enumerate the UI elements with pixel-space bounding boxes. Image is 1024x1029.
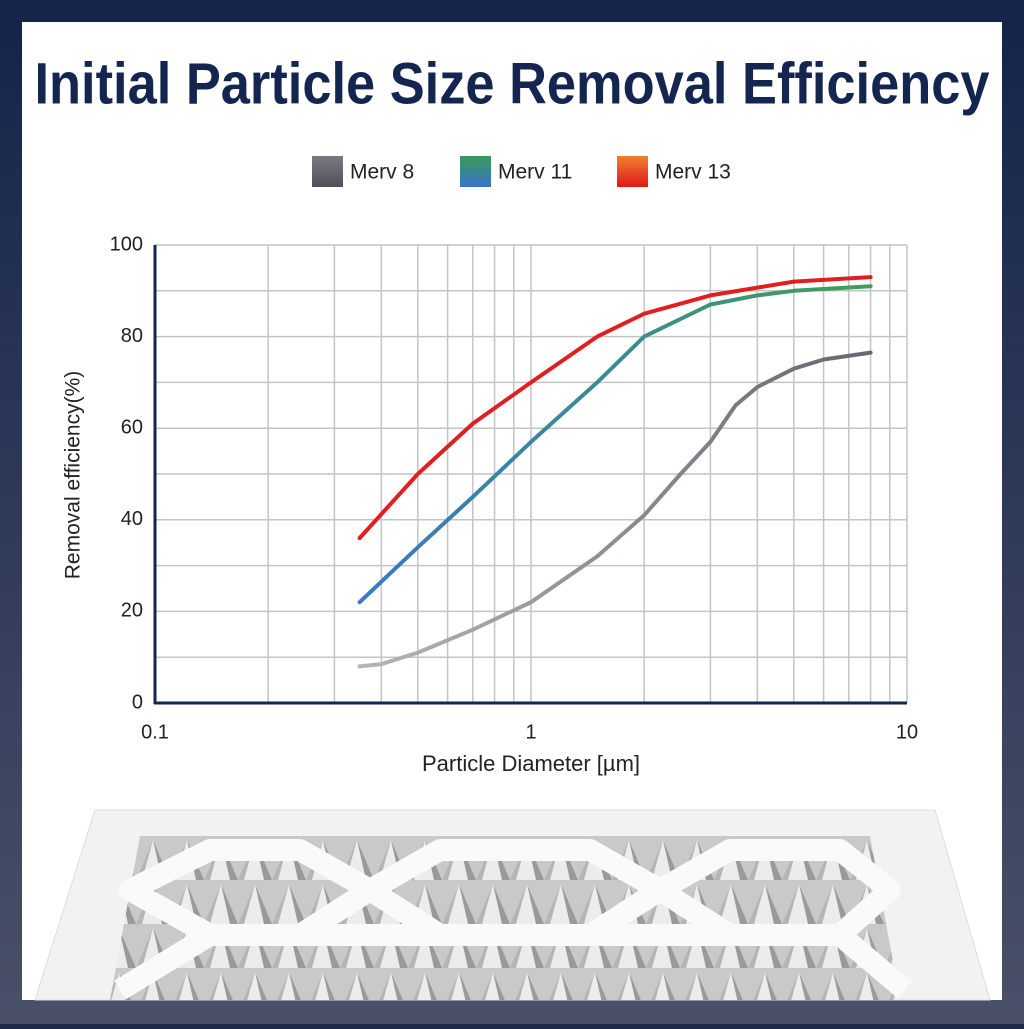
y-tick-label: 60 — [121, 416, 143, 438]
y-tick-label: 20 — [121, 600, 143, 622]
data-line — [357, 275, 873, 541]
y-tick-label: 0 — [132, 691, 143, 713]
legend-swatch — [460, 156, 491, 187]
data-line — [357, 350, 873, 669]
legend-label: Merv 11 — [498, 161, 572, 184]
x-tick-label: 0.1 — [141, 721, 169, 743]
legend-swatch — [617, 156, 648, 187]
y-tick-label: 100 — [110, 233, 143, 255]
data-line — [357, 284, 873, 605]
chart-title: Initial Particle Size Removal Efficiency — [35, 51, 990, 116]
y-axis-label: Removal efficiency(%) — [62, 371, 85, 580]
x-tick-label: 1 — [525, 721, 536, 743]
y-tick-label: 40 — [121, 508, 143, 530]
legend-label: Merv 8 — [350, 161, 414, 184]
filter-illustration — [34, 809, 991, 1001]
legend-swatch — [312, 156, 343, 187]
legend-label: Merv 13 — [655, 161, 731, 184]
y-tick-label: 80 — [121, 325, 143, 347]
x-axis-label: Particle Diameter [µm] — [422, 751, 640, 776]
x-tick-label: 10 — [896, 721, 918, 743]
